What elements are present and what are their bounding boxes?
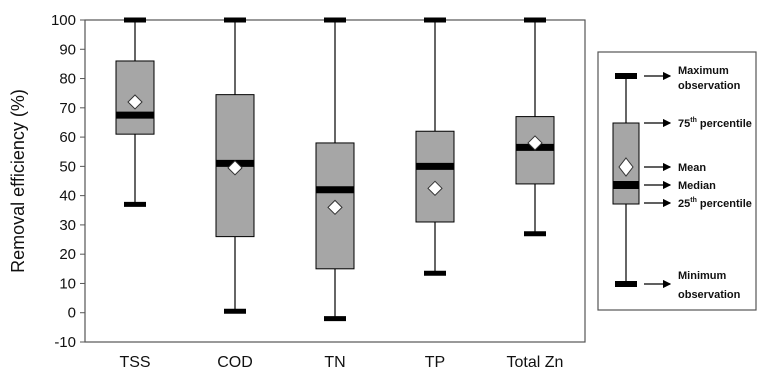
y-tick-label: 0 (68, 305, 76, 322)
mean-marker (427, 180, 443, 197)
mean-marker (527, 135, 543, 151)
y-axis: -10 0 10 20 30 40 50 60 70 80 90 100 (51, 12, 85, 351)
legend-max-label: Maximum (678, 65, 729, 77)
x-axis-labels: TSS COD TN TP Total Zn (119, 354, 563, 371)
y-tick-label: 40 (59, 188, 76, 205)
y-tick-label: 20 (59, 246, 76, 263)
legend-p25-number: 25 (678, 198, 690, 210)
y-tick-label: -10 (54, 334, 76, 351)
y-tick-label: 10 (59, 275, 76, 292)
y-tick-label: 70 (59, 100, 76, 117)
mean-marker (227, 160, 243, 176)
legend-p25-label: 25th percentile (678, 197, 752, 210)
y-tick-label: 80 (59, 71, 76, 88)
x-category-label: Total Zn (507, 354, 564, 371)
mean-marker (327, 199, 343, 216)
x-category-label: TP (425, 354, 445, 371)
box-cod (215, 17, 255, 314)
legend-p25-suffix: th (690, 197, 697, 204)
mean-marker (127, 94, 143, 110)
box-tn (315, 17, 355, 322)
legend-mean-label: Mean (678, 162, 706, 174)
legend-mean-marker (618, 157, 634, 177)
y-tick-label: 30 (59, 217, 76, 234)
x-category-label: TN (324, 354, 345, 371)
y-tick-label: 60 (59, 129, 76, 146)
legend-min-label-2: observation (678, 289, 741, 301)
iqr-box (415, 130, 455, 223)
y-tick-label: 90 (59, 41, 76, 58)
box-tp (415, 17, 455, 276)
legend-p75-word: percentile (697, 118, 752, 130)
x-category-label: TSS (119, 354, 150, 371)
boxes (115, 17, 555, 322)
y-tick-label: 100 (51, 12, 76, 29)
legend-p75-suffix: th (690, 117, 697, 124)
y-axis-title: Removal efficiency (%) (8, 89, 28, 273)
x-category-label: COD (217, 354, 253, 371)
legend: Maximum observation 75th percentile Mean… (597, 51, 757, 311)
legend-median-label: Median (678, 180, 716, 192)
box-total-zn (515, 17, 555, 237)
box-tss (115, 17, 155, 207)
legend-min-label: Minimum (678, 270, 726, 282)
y-tick-label: 50 (59, 158, 76, 175)
legend-max-label-2: observation (678, 80, 741, 92)
legend-p75-label: 75th percentile (678, 117, 752, 130)
legend-p25-word: percentile (697, 198, 752, 210)
legend-p75-number: 75 (678, 118, 690, 130)
